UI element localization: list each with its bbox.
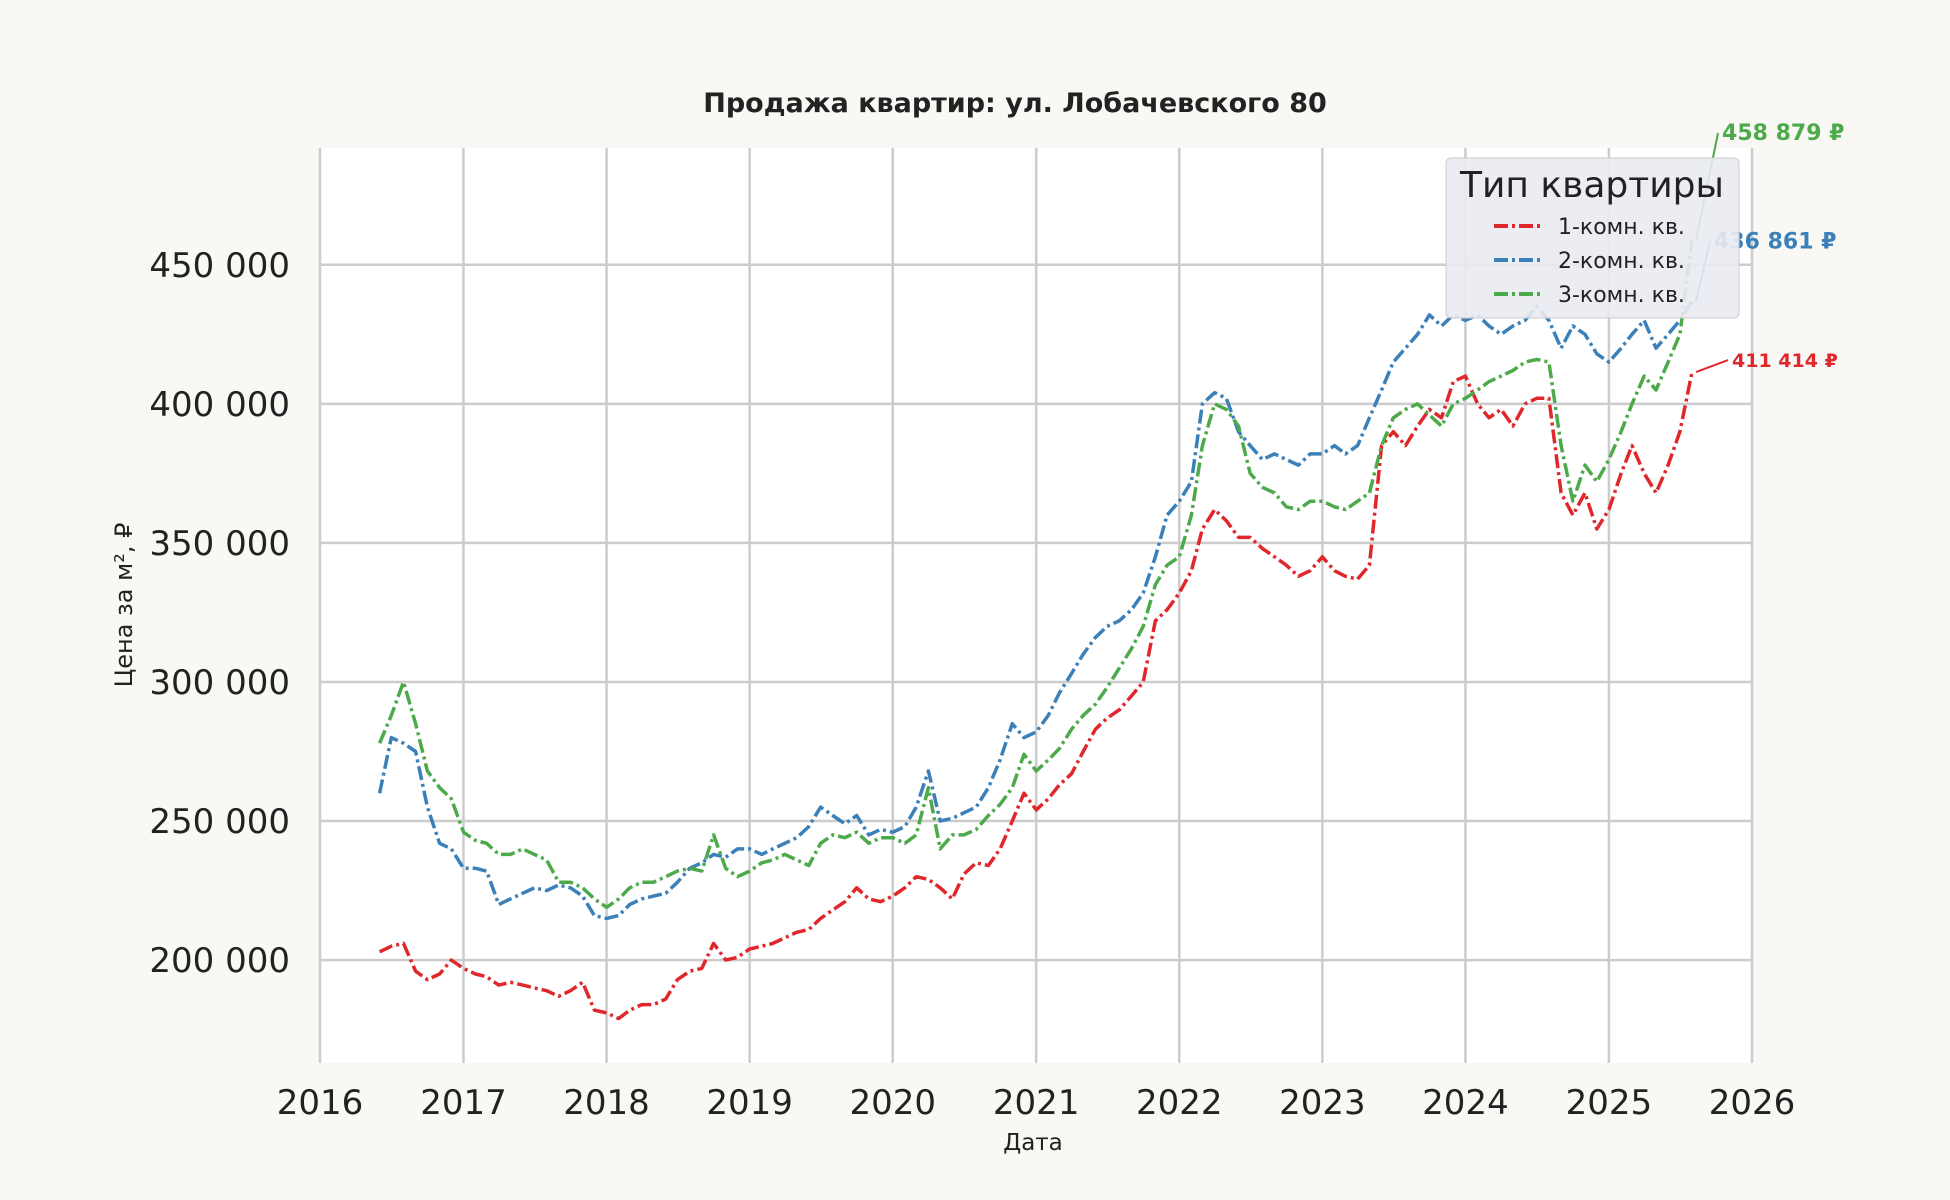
- end-label: 411 414 ₽: [1732, 350, 1838, 372]
- x-axis-label: Дата: [1003, 1130, 1063, 1156]
- legend-item-label: 3-комн. кв.: [1558, 283, 1685, 308]
- x-tick-label: 2018: [563, 1083, 650, 1123]
- legend-title: Тип квартиры: [1459, 165, 1724, 206]
- y-tick-label: 300 000: [149, 663, 290, 703]
- x-tick-label: 2016: [277, 1083, 364, 1123]
- y-axis-ticks: 200 000 250 000 300 000 350 000 400 000 450 0…: [149, 246, 290, 981]
- x-tick-label: 2019: [706, 1083, 793, 1123]
- x-tick-label: 2022: [1136, 1083, 1223, 1123]
- x-tick-label: 2025: [1566, 1083, 1653, 1123]
- legend-items: 1-комн. кв. 2-комн. кв. 3-комн. кв.: [1494, 215, 1685, 308]
- legend-item-label: 2-комн. кв.: [1558, 249, 1685, 274]
- x-tick-label: 2023: [1279, 1083, 1366, 1123]
- y-tick-label: 200 000: [149, 941, 290, 981]
- x-grid: [318, 148, 1754, 1063]
- series-line-3: [377, 239, 1694, 910]
- end-label: 458 879 ₽: [1722, 121, 1844, 146]
- x-axis-ticks: 2016 2017 2018 2019 2020 2021 2022 2023 2024 2025…: [277, 1083, 1796, 1123]
- end-label-arrow: [1695, 359, 1729, 374]
- x-tick-label: 2021: [993, 1083, 1080, 1123]
- y-tick-label: 450 000: [149, 246, 290, 286]
- x-tick-label: 2024: [1422, 1083, 1509, 1123]
- y-tick-label: 250 000: [149, 802, 290, 842]
- x-tick-label: 2017: [420, 1083, 507, 1123]
- x-tick-label: 2020: [849, 1083, 936, 1123]
- legend: Тип квартиры 1-комн. кв. 2-комн. кв. 3-ком…: [1445, 157, 1740, 319]
- y-axis-label: Цена за м², ₽: [110, 523, 138, 688]
- y-tick-label: 350 000: [149, 524, 290, 564]
- legend-box: [1445, 157, 1740, 319]
- chart-title: Продажа квартир: ул. Лобачевского 80: [703, 88, 1327, 119]
- x-tick-label: 2026: [1709, 1083, 1796, 1123]
- legend-item-label: 1-комн. кв.: [1558, 215, 1685, 240]
- y-tick-label: 400 000: [149, 385, 290, 425]
